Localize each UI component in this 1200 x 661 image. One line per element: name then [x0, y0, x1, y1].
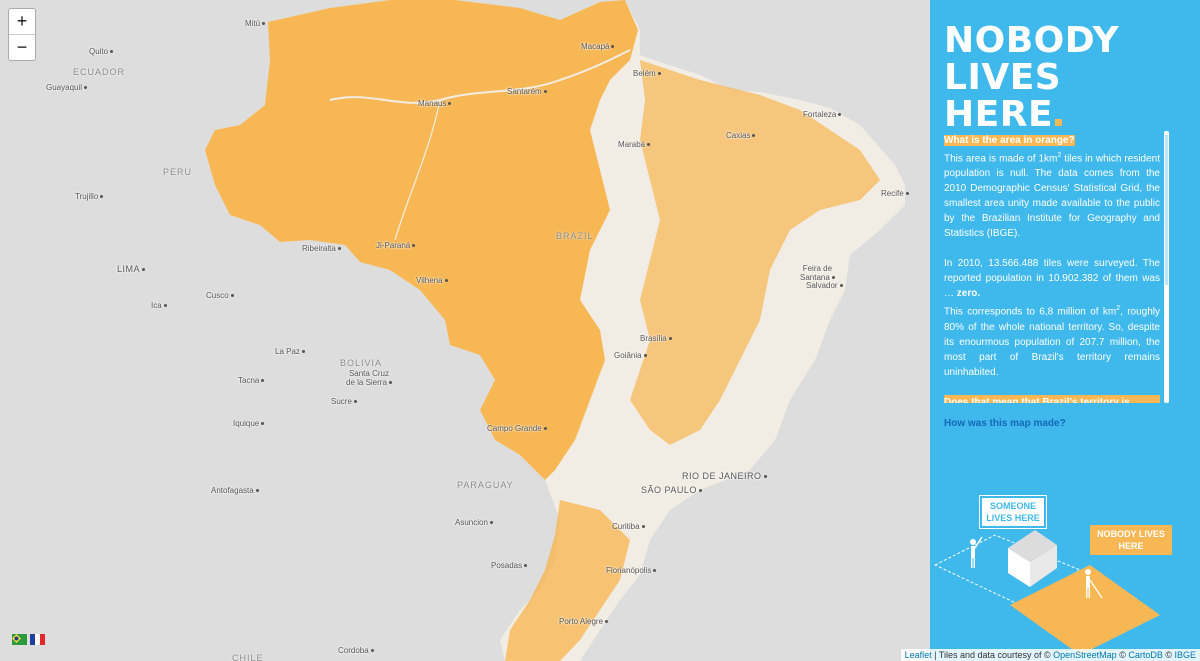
- paragraph-2: In 2010, 13.566.488 tiles were surveyed.…: [944, 258, 1160, 300]
- city-label: Caxias: [726, 131, 756, 140]
- city-label: Campo Grande: [487, 424, 547, 433]
- city-label: Brasília: [640, 334, 672, 343]
- city-label: Posadas: [491, 561, 528, 570]
- country-label: BOLIVIA: [340, 358, 383, 368]
- city-label: Marabá: [618, 140, 651, 149]
- cartodb-link[interactable]: CartoDB: [1128, 650, 1163, 660]
- city-label: Santarém: [507, 87, 547, 96]
- leaflet-link[interactable]: Leaflet: [904, 650, 932, 660]
- city-label: Ica: [151, 301, 167, 310]
- uninhabited-area: [205, 0, 638, 480]
- title-line-3: HERE: [944, 96, 1119, 133]
- city-label: Florianópolis: [606, 566, 657, 575]
- scrollbar-thumb[interactable]: [1165, 135, 1168, 285]
- major-city-label: RIO DE JANEIRO: [682, 471, 767, 481]
- zoom-control: + −: [8, 8, 36, 61]
- city-label: Sucre: [331, 397, 357, 406]
- major-city-label: LIMA: [117, 264, 146, 274]
- paragraph-3: This corresponds to 6,8 million of km2, …: [944, 305, 1160, 378]
- city-label: Cordoba: [338, 646, 374, 655]
- illustration: [933, 530, 1160, 655]
- language-selector: [12, 634, 45, 645]
- brazil-flag-icon[interactable]: [12, 634, 27, 645]
- country-label: CHILE: [232, 653, 264, 661]
- ibge-link[interactable]: IBGE: [1174, 650, 1196, 660]
- city-label: Ribeiralta: [302, 244, 341, 253]
- map-canvas[interactable]: [0, 0, 930, 661]
- city-label: Mitú: [245, 19, 266, 28]
- map[interactable]: + − ECUADOR PERU BOLIVIA PARAGUAY BRAZIL CHIL…: [0, 0, 930, 661]
- city-label: Santa Cruz de la Sierra: [346, 369, 392, 387]
- city-label: Porto Alegre: [559, 617, 609, 626]
- paragraph-1: This area is made of 1km2 tiles in which…: [944, 152, 1160, 240]
- uninhabited-area-south: [505, 500, 630, 661]
- text-scrollbar[interactable]: [1164, 131, 1169, 403]
- city-label: Ji-Paraná: [376, 241, 416, 250]
- nobody-lives-here-bubble: NOBODY LIVES HERE: [1090, 525, 1172, 555]
- country-label: PARAGUAY: [457, 480, 514, 490]
- city-label: Macapá: [581, 42, 615, 51]
- osm-link[interactable]: OpenStreetMap: [1053, 650, 1117, 660]
- zoom-out-button[interactable]: −: [9, 34, 35, 60]
- empty-tile: [1010, 565, 1160, 655]
- city-label: Asuncion: [455, 518, 493, 527]
- amazon-river: [329, 49, 631, 104]
- madeira-river: [394, 99, 441, 241]
- uninhabited-area-east: [630, 60, 880, 445]
- site-title: NOBODY LIVES HERE: [944, 22, 1119, 133]
- question-heading-2: Does that mean that Brazil's territory i…: [944, 394, 1160, 403]
- someone-lives-here-bubble: SOMEONE LIVES HERE: [979, 495, 1047, 529]
- question-heading: What is the area in orange?: [944, 135, 1075, 146]
- city-label: Fortaleza: [803, 110, 842, 119]
- title-dot-icon: [1055, 119, 1063, 126]
- city-label: Manaus: [418, 99, 452, 108]
- city-label: Recife: [881, 189, 909, 198]
- explanation-text[interactable]: What is the area in orange? This area is…: [944, 133, 1160, 403]
- title-line-1: NOBODY: [944, 20, 1120, 61]
- how-made-link[interactable]: How was this map made?: [944, 418, 1066, 429]
- city-label: Iquique: [233, 419, 265, 428]
- map-attribution: Leaflet | Tiles and data courtesy of © O…: [900, 649, 1200, 661]
- city-label: La Paz: [275, 347, 305, 356]
- city-label: Cusco: [206, 291, 234, 300]
- city-label: Belém: [633, 69, 661, 78]
- city-label: Trujillo: [75, 192, 104, 201]
- city-label: Quito: [89, 47, 114, 56]
- house-icon: [1008, 530, 1057, 587]
- city-label: Antofagasta: [211, 486, 259, 495]
- city-label: Feira de Santana: [800, 264, 835, 282]
- city-label: Salvador: [806, 281, 843, 290]
- title-line-2: LIVES: [944, 57, 1062, 98]
- country-label: BRAZIL: [556, 231, 594, 241]
- info-panel: NOBODY LIVES HERE What is the area in or…: [930, 0, 1200, 661]
- person-sweeping-icon: [1085, 569, 1103, 599]
- zoom-in-button[interactable]: +: [16, 11, 28, 31]
- city-label: Guayaquil: [46, 83, 88, 92]
- city-label: Tacna: [238, 376, 265, 385]
- city-label: Vilhena: [416, 276, 448, 285]
- person-icon: [970, 536, 983, 568]
- country-label: PERU: [163, 167, 193, 177]
- france-flag-icon[interactable]: [30, 634, 45, 645]
- major-city-label: SÃO PAULO: [641, 485, 702, 495]
- country-label: ECUADOR: [73, 67, 126, 77]
- city-label: Curitiba: [612, 522, 645, 531]
- city-label: Goiânia: [614, 351, 647, 360]
